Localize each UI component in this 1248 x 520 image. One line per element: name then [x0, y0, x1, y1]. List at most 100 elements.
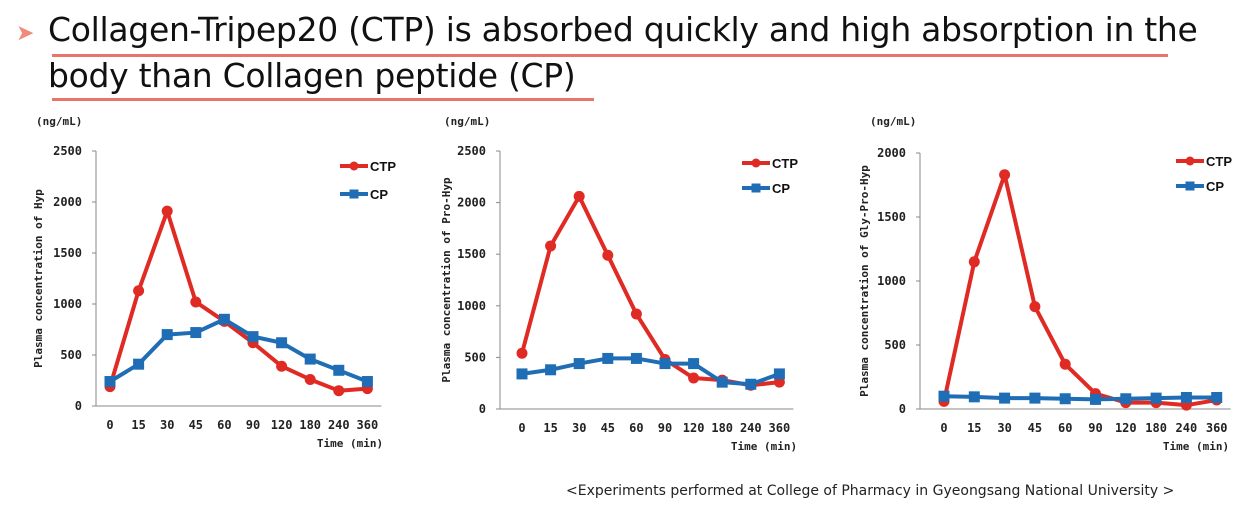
point-cp — [999, 392, 1011, 404]
unit-label: (ng/mL) — [36, 115, 82, 128]
legend-label-cp: CP — [1206, 179, 1224, 194]
legend-marker-ctp — [751, 158, 761, 168]
chart-hyp: (ng/mL) Plasma concentration of Hyp 0 500 10… — [32, 115, 396, 450]
x-tick-label: 0 — [940, 421, 947, 435]
chart-pro-hyp: (ng/mL) Plasma concentration of Pro-Hyp 0 5… — [440, 115, 798, 453]
y-tick-label: 1500 — [457, 247, 486, 261]
y-tick-label: 500 — [60, 348, 82, 362]
x-tick-label: 60 — [1058, 421, 1072, 435]
y-tick-label: 1000 — [877, 274, 906, 288]
point-ctp — [133, 285, 145, 297]
y-tick-label: 0 — [75, 399, 82, 413]
y-axis-title: Plasma concentration of Hyp — [32, 189, 45, 368]
point-cp — [1029, 392, 1041, 404]
y-tick-label: 2500 — [53, 144, 82, 158]
point-cp — [247, 331, 259, 343]
point-cp — [1211, 391, 1223, 403]
x-tick-label: 45 — [189, 418, 203, 432]
x-tick-label: 120 — [1115, 421, 1137, 435]
series-line-cp — [521, 356, 781, 387]
legend-label-ctp: CTP — [1206, 154, 1232, 169]
x-axis-title: Time (min) — [317, 437, 383, 450]
point-cp — [545, 364, 557, 376]
unit-label: (ng/mL) — [444, 115, 490, 128]
y-tick-label: 2000 — [457, 196, 486, 210]
series-line-ctp — [520, 194, 780, 388]
y-tick-label: 500 — [884, 338, 906, 352]
point-ctp — [545, 240, 557, 252]
x-tick-label: 0 — [518, 421, 525, 435]
x-tick-label: 360 — [1206, 421, 1228, 435]
series-line-ctp — [942, 172, 1218, 408]
point-cp — [133, 358, 145, 370]
point-ctp — [161, 205, 173, 217]
point-cp — [304, 353, 316, 365]
chart-gly-pro-hyp: (ng/mL) Plasma concentration of Gly-Pro-H… — [858, 115, 1232, 453]
y-axis-title: Plasma concentration of Gly-Pro-Hyp — [858, 165, 871, 397]
point-cp — [104, 376, 116, 388]
point-ctp — [630, 308, 642, 320]
point-ctp — [304, 373, 316, 385]
legend-marker-cp — [1185, 181, 1195, 191]
series-line-ctp — [108, 209, 368, 393]
point-ctp — [276, 360, 288, 372]
point-cp — [1120, 393, 1132, 405]
x-tick-label: 90 — [658, 421, 672, 435]
point-cp — [333, 364, 345, 376]
x-axis-title: Time (min) — [731, 440, 797, 453]
x-tick-label: 240 — [328, 418, 350, 432]
point-ctp — [190, 296, 202, 308]
point-cp — [745, 378, 757, 390]
point-ctp — [1059, 358, 1071, 370]
point-cp — [1150, 392, 1162, 404]
point-cp — [161, 329, 173, 341]
point-cp — [773, 368, 785, 380]
x-tick-label: 0 — [106, 418, 113, 432]
point-ctp — [333, 385, 345, 397]
y-tick-label: 1000 — [53, 297, 82, 311]
title-line-1: Collagen-Tripep20 (CTP) is absorbed quic… — [48, 10, 1198, 49]
legend-marker-cp — [751, 183, 761, 193]
y-tick-label: 0 — [899, 402, 906, 416]
point-cp — [276, 337, 288, 349]
x-tick-label: 45 — [601, 421, 615, 435]
x-tick-label: 60 — [217, 418, 231, 432]
point-cp — [716, 376, 728, 388]
point-cp — [361, 376, 373, 388]
legend-label-cp: CP — [370, 187, 388, 202]
footnote: <Experiments performed at College of Pha… — [566, 483, 1175, 499]
x-tick-label: 180 — [299, 418, 321, 432]
point-cp — [938, 390, 950, 402]
title-line-2: body than Collagen peptide (CP) — [48, 56, 576, 95]
x-axis-title: Time (min) — [1163, 440, 1229, 453]
point-cp — [659, 358, 671, 370]
point-ctp — [602, 249, 614, 261]
point-ctp — [516, 347, 528, 359]
legend-label-ctp: CTP — [772, 156, 798, 171]
point-cp — [573, 358, 585, 370]
x-tick-label: 360 — [769, 421, 791, 435]
x-tick-label: 60 — [629, 421, 643, 435]
x-tick-label: 15 — [543, 421, 557, 435]
point-ctp — [688, 372, 700, 384]
x-tick-label: 240 — [740, 421, 762, 435]
point-ctp — [999, 169, 1011, 181]
series-line-cp — [943, 394, 1217, 402]
y-tick-label: 2000 — [53, 195, 82, 209]
point-cp — [968, 391, 980, 403]
x-tick-label: 120 — [683, 421, 705, 435]
x-tick-label: 180 — [1145, 421, 1167, 435]
x-tick-label: 90 — [1088, 421, 1102, 435]
point-cp — [516, 368, 528, 380]
point-cp — [1180, 391, 1192, 403]
legend-label-ctp: CTP — [370, 159, 396, 174]
x-tick-label: 15 — [967, 421, 981, 435]
bullet-arrow-icon: ➤ — [16, 20, 35, 45]
x-tick-label: 30 — [572, 421, 586, 435]
point-cp — [1059, 393, 1071, 405]
x-tick-label: 15 — [131, 418, 145, 432]
x-tick-label: 30 — [160, 418, 174, 432]
title-underline-2 — [52, 98, 594, 101]
legend-label-cp: CP — [772, 181, 790, 196]
x-tick-label: 90 — [246, 418, 260, 432]
